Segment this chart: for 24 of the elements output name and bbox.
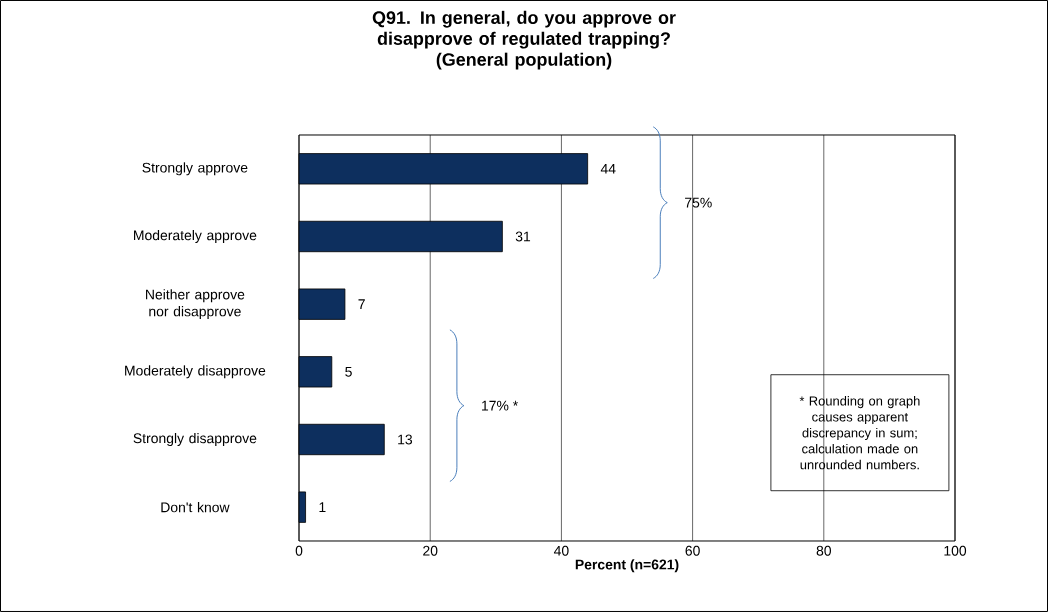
annotation: 75% (685, 197, 712, 208)
y-tick-label: Moderately disapprove (125, 365, 266, 379)
chart-subtitle: (General population) (436, 52, 612, 70)
y-tick-label: Strongly approve (142, 162, 248, 176)
data-label: 1 (319, 502, 326, 512)
data-label: 44 (600, 164, 616, 174)
y-tick-label: Don't know (161, 502, 230, 513)
y-tick-label: Moderately approve (134, 229, 257, 243)
data-label: 31 (515, 231, 531, 242)
data-label: 5 (345, 366, 352, 377)
annotation: * Rounding on graph causes apparent discrepancy in sum; calculation made on unrounded numbers. (799, 396, 920, 470)
annotation: 17% * (482, 400, 518, 411)
y-tick-label: Neither approve nor disapprove (146, 289, 245, 320)
y-tick-label: Strongly disapprove (133, 432, 257, 446)
x-tick-label: 0 (295, 545, 303, 556)
x-axis-title: Percent (n=621) (575, 559, 679, 573)
data-label: 7 (358, 299, 365, 309)
x-tick-label: 20 (423, 545, 438, 556)
x-tick-label: 80 (816, 545, 832, 556)
x-tick-label: 60 (685, 545, 700, 556)
x-tick-label: 40 (553, 545, 569, 556)
chart-title: Q91. In general, do you approve or disapprove of regulated trapping? (372, 10, 676, 49)
data-label: 13 (398, 434, 413, 445)
x-tick-label: 100 (944, 545, 967, 556)
